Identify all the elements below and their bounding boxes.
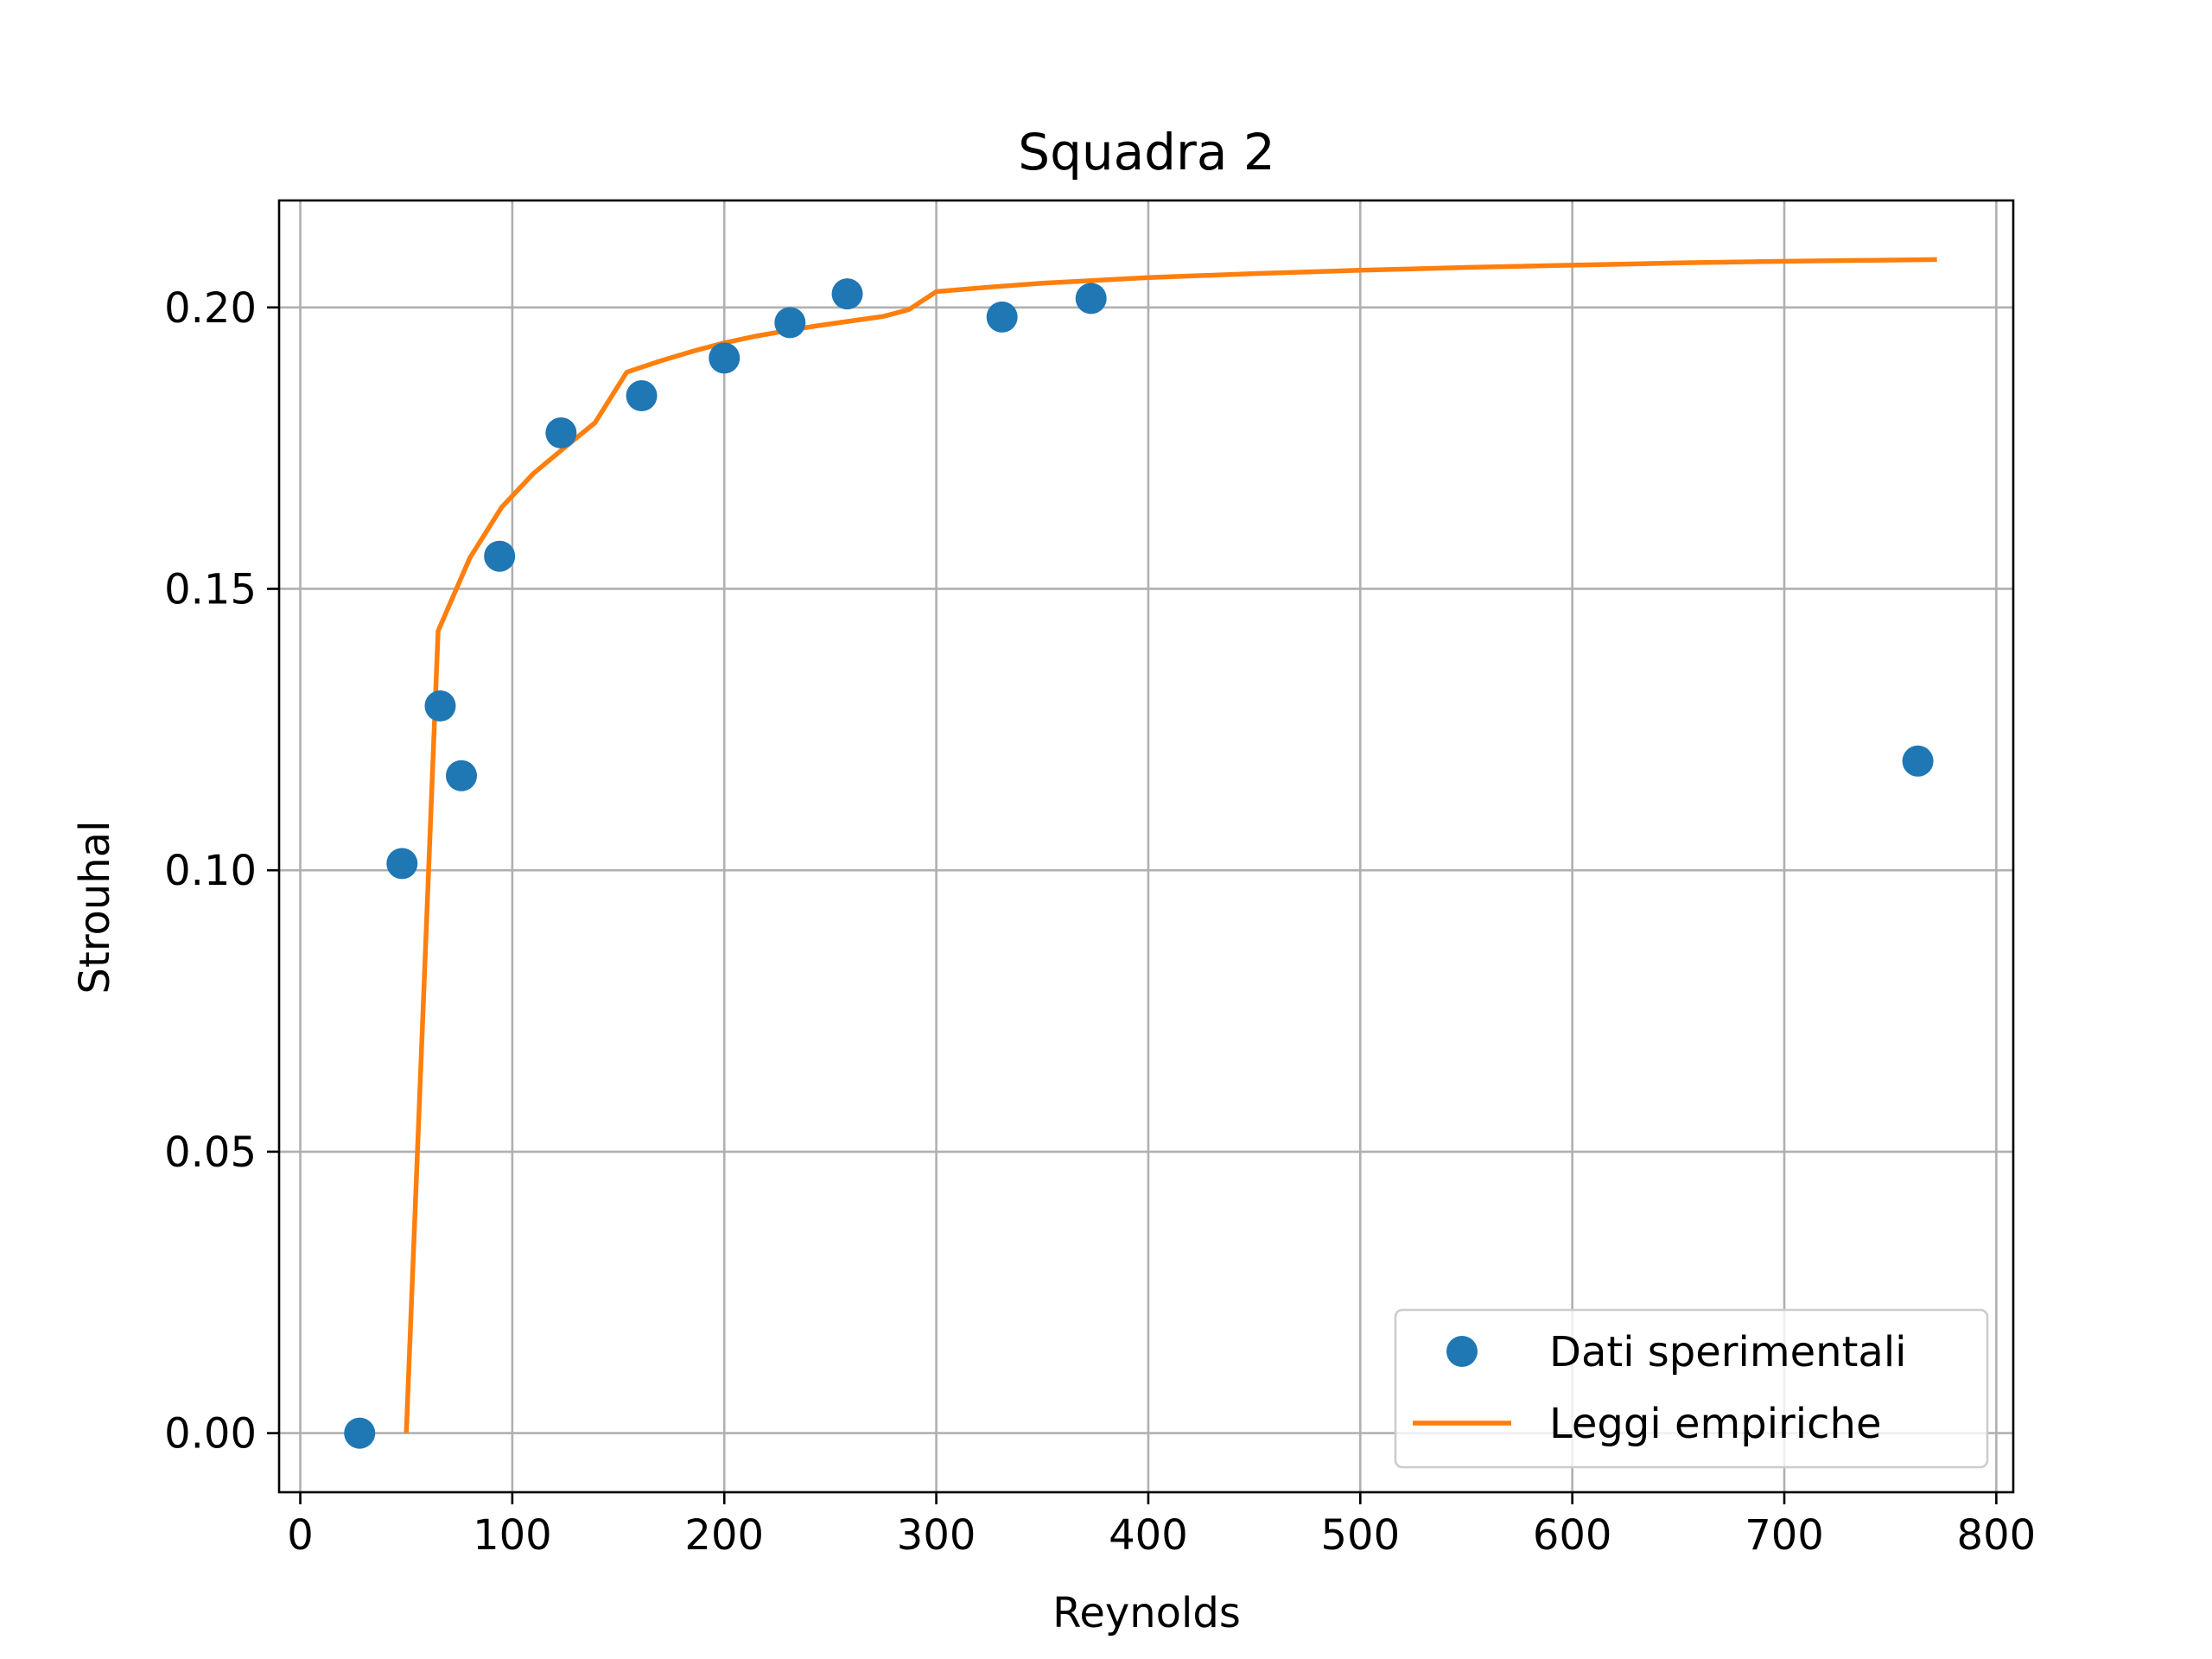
- y-tick-label: 0.20: [164, 284, 257, 333]
- legend: Dati sperimentali Leggi empiriche: [1394, 1308, 1989, 1469]
- data-point: [344, 1417, 376, 1449]
- plot-frame: [277, 199, 2015, 1494]
- x-tick-label: 600: [1533, 1511, 1612, 1560]
- x-tick-label: 100: [473, 1511, 552, 1560]
- x-tick-label: 200: [684, 1511, 764, 1560]
- chart-title: Squadra 2: [1018, 123, 1274, 181]
- y-axis-ticks: 0.00 0.05 0.10 0.15 0.20: [164, 284, 279, 1459]
- x-axis-ticks: 0 100 200 300 400 500 600 700 800: [287, 1492, 2036, 1560]
- scatter-series: [344, 278, 1934, 1449]
- legend-box: [1394, 1308, 1989, 1469]
- x-tick-label: 400: [1109, 1511, 1188, 1560]
- data-point: [986, 301, 1018, 333]
- line-series: [404, 257, 1937, 1433]
- x-tick-label: 700: [1745, 1511, 1824, 1560]
- legend-label-scatter: Dati sperimentali: [1549, 1328, 1906, 1376]
- data-point: [709, 342, 741, 374]
- x-axis-label: Reynolds: [1052, 1589, 1241, 1637]
- empirical-law-line: [404, 257, 1937, 1433]
- x-tick-label: 800: [1957, 1511, 2037, 1560]
- data-point: [386, 848, 418, 880]
- data-point: [545, 417, 577, 449]
- data-point: [626, 380, 658, 412]
- data-point: [1075, 283, 1107, 315]
- data-point: [1902, 745, 1934, 777]
- x-tick-label: 0: [287, 1511, 314, 1560]
- x-tick-label: 500: [1320, 1511, 1400, 1560]
- y-tick-label: 0.10: [164, 847, 257, 895]
- y-tick-label: 0.15: [164, 565, 257, 613]
- data-point: [484, 540, 516, 572]
- data-point: [446, 760, 478, 791]
- legend-label-line: Leggi empiriche: [1549, 1400, 1881, 1448]
- y-tick-label: 0.00: [164, 1410, 257, 1459]
- data-point: [831, 278, 863, 310]
- y-tick-label: 0.05: [164, 1128, 257, 1177]
- data-point: [774, 307, 806, 339]
- x-tick-label: 300: [897, 1511, 976, 1560]
- data-point: [424, 690, 456, 721]
- y-axis-label: Strouhal: [71, 821, 119, 995]
- legend-scatter-marker: [1446, 1336, 1478, 1367]
